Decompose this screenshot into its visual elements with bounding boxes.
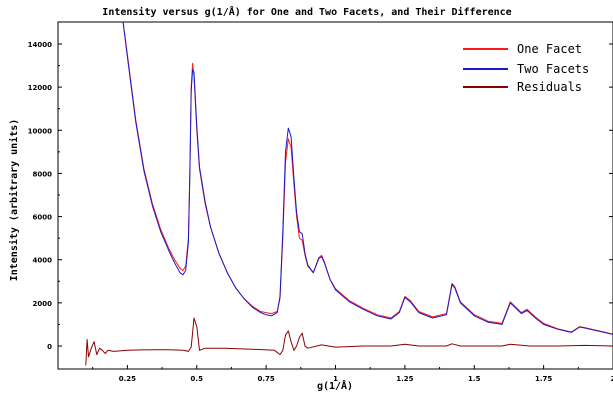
chart-title: Intensity versus g(1/Å) for One and Two … (102, 5, 511, 18)
x-axis-label: g(1/Å) (317, 379, 353, 392)
y-tick-label: 10000 (28, 127, 52, 135)
y-tick-label: 12000 (28, 84, 52, 92)
y-tick-label: 6000 (33, 214, 53, 222)
series-line-residuals (85, 317, 613, 366)
legend-label: Two Facets (517, 62, 589, 76)
y-tick-label: 0 (47, 343, 52, 351)
series-line-two-facets (122, 22, 613, 335)
legend: One Facet Two Facets Residuals (463, 42, 589, 94)
plot-area: 0 2000 4000 6000 8000 10000 12000 14000 0.25 0.5 0… (28, 21, 613, 383)
x-tick-label: 2 (611, 375, 613, 383)
x-tick-label: 1.5 (468, 375, 481, 383)
legend-label: One Facet (517, 42, 582, 56)
legend-label: Residuals (517, 80, 582, 94)
y-tick-label: 4000 (33, 257, 53, 265)
y-tick-label: 14000 (28, 41, 52, 49)
x-tick-label: 0.25 (119, 375, 136, 383)
y-tick-label: 8000 (33, 170, 53, 178)
x-tick-label: 0.5 (191, 375, 204, 383)
x-tick-label: 1.75 (535, 375, 552, 383)
y-tick-label: 2000 (33, 300, 53, 308)
series-line-one-facet (122, 22, 613, 335)
x-tick-label: 0.75 (257, 375, 274, 383)
x-tick-label: 1.25 (396, 375, 413, 383)
y-axis-label: Intensity (arbitrary units) (8, 119, 20, 282)
x-tick-label: 1 (333, 375, 338, 383)
